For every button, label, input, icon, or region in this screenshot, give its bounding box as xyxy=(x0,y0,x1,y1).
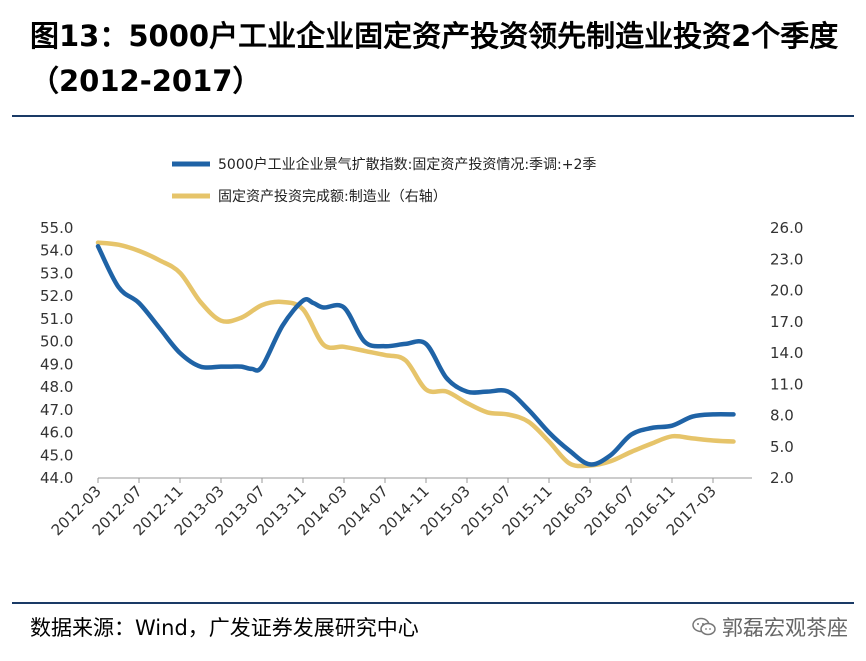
source-note: 数据来源：Wind，广发证券发展研究中心 xyxy=(30,616,419,640)
y-right-tick-label: 14.0 xyxy=(770,344,803,362)
y-right-tick-label: 5.0 xyxy=(770,438,794,456)
y-right-tick-label: 8.0 xyxy=(770,407,794,425)
watermark-text: 郭磊宏观茶座 xyxy=(722,616,848,640)
y-right-tick-label: 11.0 xyxy=(770,375,803,393)
y-right-tick-label: 26.0 xyxy=(770,219,803,237)
top-divider xyxy=(12,115,854,117)
y-left-tick-label: 44.0 xyxy=(40,469,73,487)
legend: 5000户工业企业景气扩散指数:固定资产投资情况:季调:+2季 固定资产投资完成… xyxy=(172,156,596,205)
y-right-tick-label: 17.0 xyxy=(770,313,803,331)
y-left-tick-label: 50.0 xyxy=(40,333,73,351)
chart-title: 图13：5000户工业企业固定资产投资领先制造业投资2个季度（2012-2017… xyxy=(30,19,839,98)
y-left-tick-label: 55.0 xyxy=(40,219,73,237)
watermark: 郭磊宏观茶座 xyxy=(692,612,848,642)
y-left-tick-label: 47.0 xyxy=(40,401,73,419)
y-right-tick-label: 23.0 xyxy=(770,250,803,268)
bottom-divider xyxy=(12,602,854,604)
y-right-tick-label: 2.0 xyxy=(770,469,794,487)
legend-label-investment: 固定资产投资完成额:制造业（右轴） xyxy=(218,189,447,205)
legend-label-index: 5000户工业企业景气扩散指数:固定资产投资情况:季调:+2季 xyxy=(218,156,596,173)
series-lines xyxy=(95,240,736,469)
y-left-tick-label: 45.0 xyxy=(40,446,73,464)
y-left-tick-label: 51.0 xyxy=(40,310,73,328)
y-left-tick-label: 54.0 xyxy=(40,242,73,260)
y-right-tick-label: 20.0 xyxy=(770,282,803,300)
series-line-investment xyxy=(95,240,736,469)
y-left-tick-label: 52.0 xyxy=(40,287,73,305)
wechat-icon xyxy=(692,617,716,636)
axes: 44.0 45.0 46.0 47.0 48.0 49.0 50.0 51.0 52.0 53.0… xyxy=(40,219,803,539)
y-left-tick-label: 46.0 xyxy=(40,424,73,442)
line-chart: 5000户工业企业景气扩散指数:固定资产投资情况:季调:+2季 固定资产投资完成… xyxy=(40,156,803,539)
y-left-tick-label: 49.0 xyxy=(40,355,73,373)
series-line-index xyxy=(95,243,736,467)
y-left-tick-label: 48.0 xyxy=(40,378,73,396)
y-left-tick-label: 53.0 xyxy=(40,264,73,282)
